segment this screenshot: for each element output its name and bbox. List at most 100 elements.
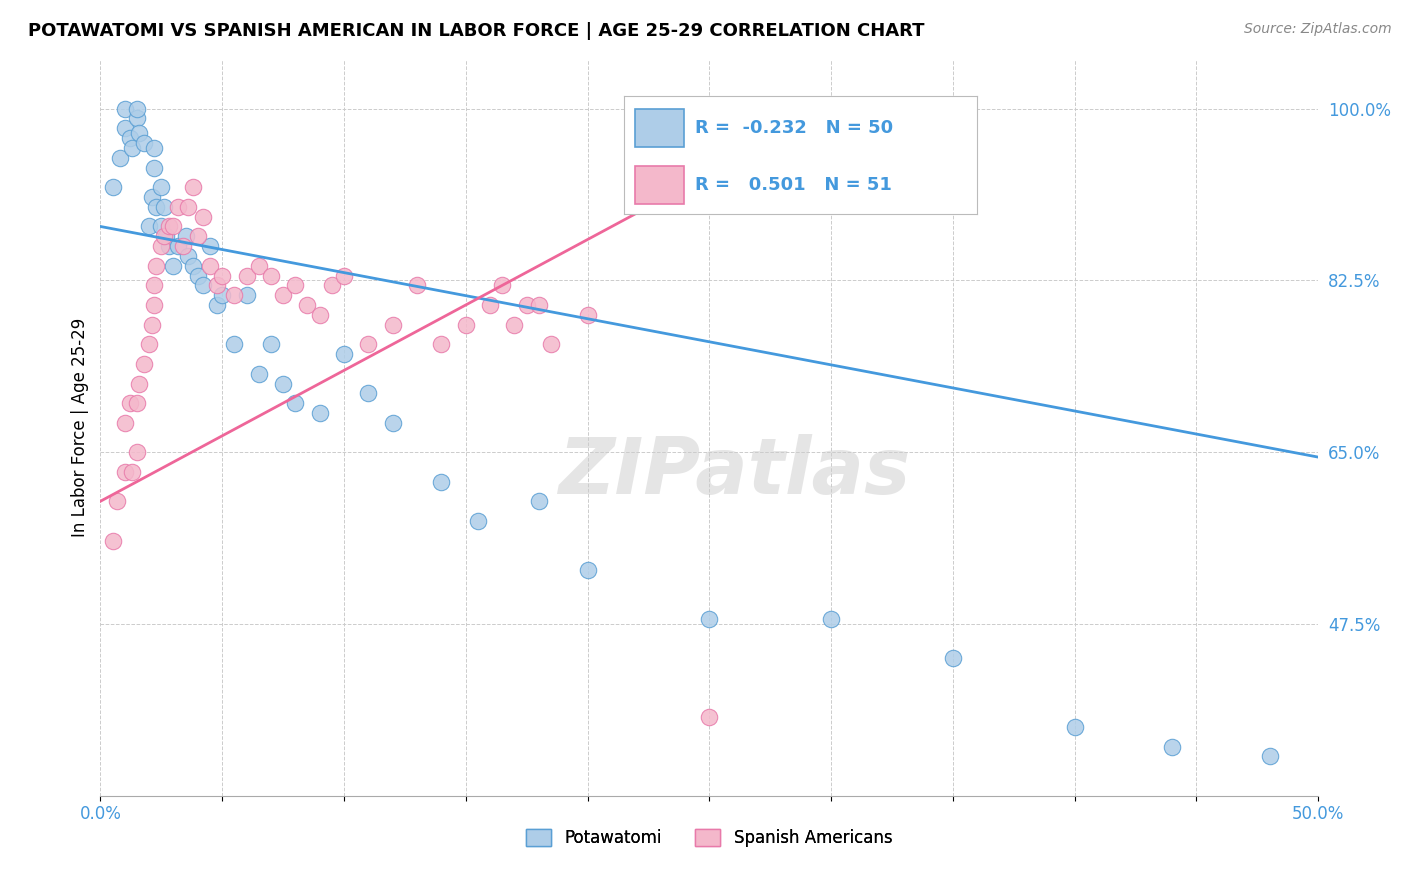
Point [381, 416, 404, 430]
Point [177, 249, 200, 263]
Point [308, 308, 330, 322]
Point [321, 278, 343, 293]
Point [1161, 739, 1184, 754]
Point [697, 710, 720, 724]
Point [198, 239, 221, 253]
Point [211, 268, 233, 283]
Point [121, 465, 143, 479]
Point [191, 278, 214, 293]
Point [152, 200, 174, 214]
Point [101, 533, 124, 548]
Point [191, 210, 214, 224]
Point [1063, 720, 1085, 734]
Point [181, 180, 204, 194]
Point [121, 141, 143, 155]
Point [128, 376, 150, 391]
Point [576, 563, 599, 577]
Point [271, 288, 294, 302]
Point [142, 278, 165, 293]
Point [125, 396, 148, 410]
Point [454, 318, 477, 332]
Point [134, 357, 156, 371]
Point [260, 337, 283, 351]
Legend: Potawatomi, Spanish Americans: Potawatomi, Spanish Americans [520, 822, 898, 854]
Point [211, 288, 233, 302]
Point [333, 268, 356, 283]
Point [141, 318, 163, 332]
Point [406, 278, 429, 293]
Point [430, 475, 453, 489]
Point [235, 268, 257, 283]
Point [157, 239, 180, 253]
Point [162, 259, 184, 273]
Point [142, 298, 165, 312]
Point [540, 337, 562, 351]
Point [128, 126, 150, 140]
Point [125, 102, 148, 116]
Point [527, 494, 550, 508]
Point [141, 190, 163, 204]
Point [118, 396, 141, 410]
Y-axis label: In Labor Force | Age 25-29: In Labor Force | Age 25-29 [72, 318, 89, 537]
Point [118, 131, 141, 145]
Point [271, 376, 294, 391]
Point [527, 298, 550, 312]
Point [297, 298, 319, 312]
Point [114, 102, 136, 116]
Point [333, 347, 356, 361]
Point [114, 121, 136, 136]
Point [125, 445, 148, 459]
Point [503, 318, 526, 332]
Text: Source: ZipAtlas.com: Source: ZipAtlas.com [1244, 22, 1392, 37]
Point [224, 288, 246, 302]
Point [142, 161, 165, 175]
Point [260, 268, 283, 283]
Point [308, 406, 330, 420]
Point [150, 180, 173, 194]
Point [145, 259, 167, 273]
Point [134, 136, 156, 150]
Point [491, 278, 513, 293]
Point [247, 367, 270, 381]
Point [198, 259, 221, 273]
Point [357, 386, 380, 401]
Point [467, 514, 489, 528]
Point [479, 298, 502, 312]
Point [125, 112, 148, 126]
Point [430, 337, 453, 351]
Point [187, 268, 209, 283]
Point [207, 278, 229, 293]
Point [820, 612, 842, 626]
Point [150, 239, 173, 253]
Point [152, 229, 174, 244]
Point [697, 612, 720, 626]
Point [138, 337, 160, 351]
Point [181, 259, 204, 273]
Point [138, 219, 160, 234]
Point [224, 337, 246, 351]
Point [284, 396, 307, 410]
Point [1258, 749, 1281, 764]
Point [174, 229, 197, 244]
Text: POTAWATOMI VS SPANISH AMERICAN IN LABOR FORCE | AGE 25-29 CORRELATION CHART: POTAWATOMI VS SPANISH AMERICAN IN LABOR … [28, 22, 925, 40]
Point [177, 200, 200, 214]
Point [167, 239, 190, 253]
Point [150, 219, 173, 234]
Point [207, 298, 229, 312]
Point [576, 308, 599, 322]
Point [167, 200, 190, 214]
Point [142, 141, 165, 155]
Point [107, 494, 129, 508]
Point [357, 337, 380, 351]
Point [187, 229, 209, 244]
Point [172, 239, 194, 253]
Point [516, 298, 538, 312]
Point [247, 259, 270, 273]
Point [284, 278, 307, 293]
Point [114, 416, 136, 430]
Point [101, 180, 124, 194]
Point [942, 651, 965, 665]
Point [145, 200, 167, 214]
Point [157, 219, 180, 234]
Point [114, 465, 136, 479]
